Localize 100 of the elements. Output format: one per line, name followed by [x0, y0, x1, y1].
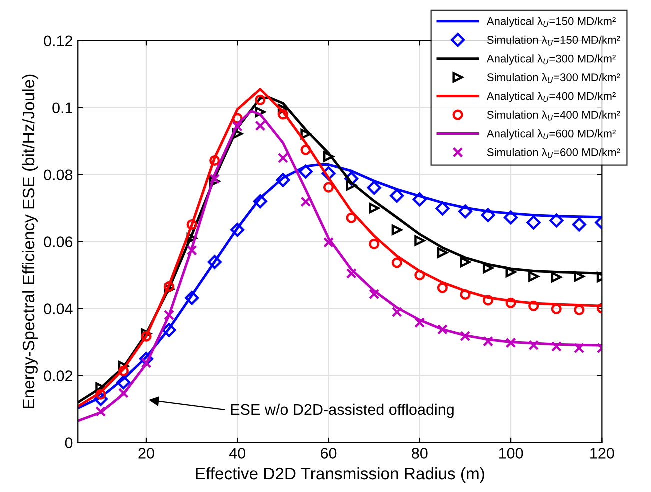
point [185, 291, 200, 306]
point [460, 331, 471, 342]
point [482, 295, 494, 306]
point [528, 300, 540, 312]
point [255, 94, 266, 106]
legend-label: Analytical λ$_{U}$=300 MD/km² [486, 54, 616, 65]
point [414, 270, 426, 281]
point [460, 289, 471, 300]
legend-label: Simulation λ$_{U}$=400 MD/km² [487, 110, 620, 121]
point [369, 238, 380, 250]
y-tick-label: 0.06 [44, 236, 73, 248]
point [139, 352, 154, 366]
point [574, 271, 585, 282]
point [116, 376, 131, 390]
point [392, 306, 402, 318]
point [574, 343, 585, 354]
point [278, 109, 288, 120]
point [186, 245, 198, 256]
point [551, 272, 562, 283]
point [323, 182, 334, 193]
point [255, 106, 266, 118]
point [528, 340, 540, 351]
point [550, 214, 564, 228]
point [460, 256, 471, 268]
point [186, 219, 198, 230]
y-tick-label: 0.02 [44, 370, 72, 382]
point [346, 212, 357, 224]
legend-label: Analytical λ$_{U}$=600 MD/km² [486, 130, 616, 140]
legend-label: Simulation λ$_{U}$=600 MD/km² [487, 148, 620, 158]
point [230, 223, 245, 238]
point [300, 129, 312, 140]
point [369, 203, 380, 214]
point [118, 388, 129, 398]
x-tick-label: 80 [412, 448, 428, 459]
legend-label: Analytical λ$_{U}$=150 MD/km² [486, 17, 616, 28]
point [482, 336, 494, 347]
point [369, 289, 380, 300]
point [255, 120, 266, 132]
x-tick-label: 60 [321, 448, 337, 459]
point [414, 318, 426, 328]
point [94, 392, 108, 406]
point [323, 237, 334, 248]
point [392, 258, 402, 268]
point [482, 263, 494, 274]
point [506, 267, 516, 278]
point [322, 166, 336, 180]
point [528, 271, 540, 282]
point [574, 304, 585, 316]
y-tick-label: 0.08 [44, 170, 73, 181]
point [96, 406, 106, 417]
point [392, 224, 402, 236]
y-tick-label: 0.12 [44, 36, 72, 47]
point [436, 202, 450, 216]
point [164, 281, 175, 292]
point [300, 144, 312, 156]
x-tick-label: 120 [590, 448, 614, 459]
point [276, 173, 290, 188]
y-axis-title: Energy-Spectral Efficiency ESE (bit/Hz/Joule) [22, 74, 38, 408]
point [208, 255, 222, 270]
legend-label: Simulation λ$_{U}$=300 MD/km² [487, 73, 620, 84]
point [141, 331, 152, 342]
y-tick-label: 0 [65, 438, 73, 448]
point [437, 282, 448, 294]
point [437, 324, 448, 335]
annotation: ESE w/o D2D-assisted offloading [231, 404, 454, 418]
legend-label: Simulation λ$_{U}$=150 MD/km² [487, 36, 620, 46]
point [164, 310, 175, 320]
point [118, 361, 129, 372]
point [504, 210, 518, 225]
point [572, 218, 586, 232]
point [278, 152, 288, 164]
point [278, 104, 288, 115]
point [344, 172, 359, 186]
point [346, 180, 357, 191]
x-tick-label: 100 [499, 448, 524, 459]
point [210, 155, 220, 166]
point [414, 236, 426, 246]
point [551, 341, 562, 352]
point [506, 338, 516, 348]
y-tick-label: 0.04 [44, 304, 73, 314]
point [506, 298, 516, 308]
x-axis-title: Effective D2D Transmission Radius (m) [196, 467, 484, 483]
point [481, 208, 496, 222]
point [412, 192, 427, 207]
point [118, 366, 129, 376]
point [162, 323, 176, 338]
point [232, 128, 243, 140]
point [437, 248, 448, 258]
point [367, 180, 382, 195]
point [323, 151, 334, 162]
point [346, 268, 357, 279]
point [526, 216, 541, 230]
y-tick-label: 0.1 [52, 102, 73, 114]
point [298, 164, 313, 179]
point [300, 196, 312, 208]
point [210, 174, 220, 184]
point [458, 204, 472, 219]
point [253, 194, 268, 209]
x-tick-label: 40 [229, 448, 246, 459]
point [390, 188, 404, 203]
